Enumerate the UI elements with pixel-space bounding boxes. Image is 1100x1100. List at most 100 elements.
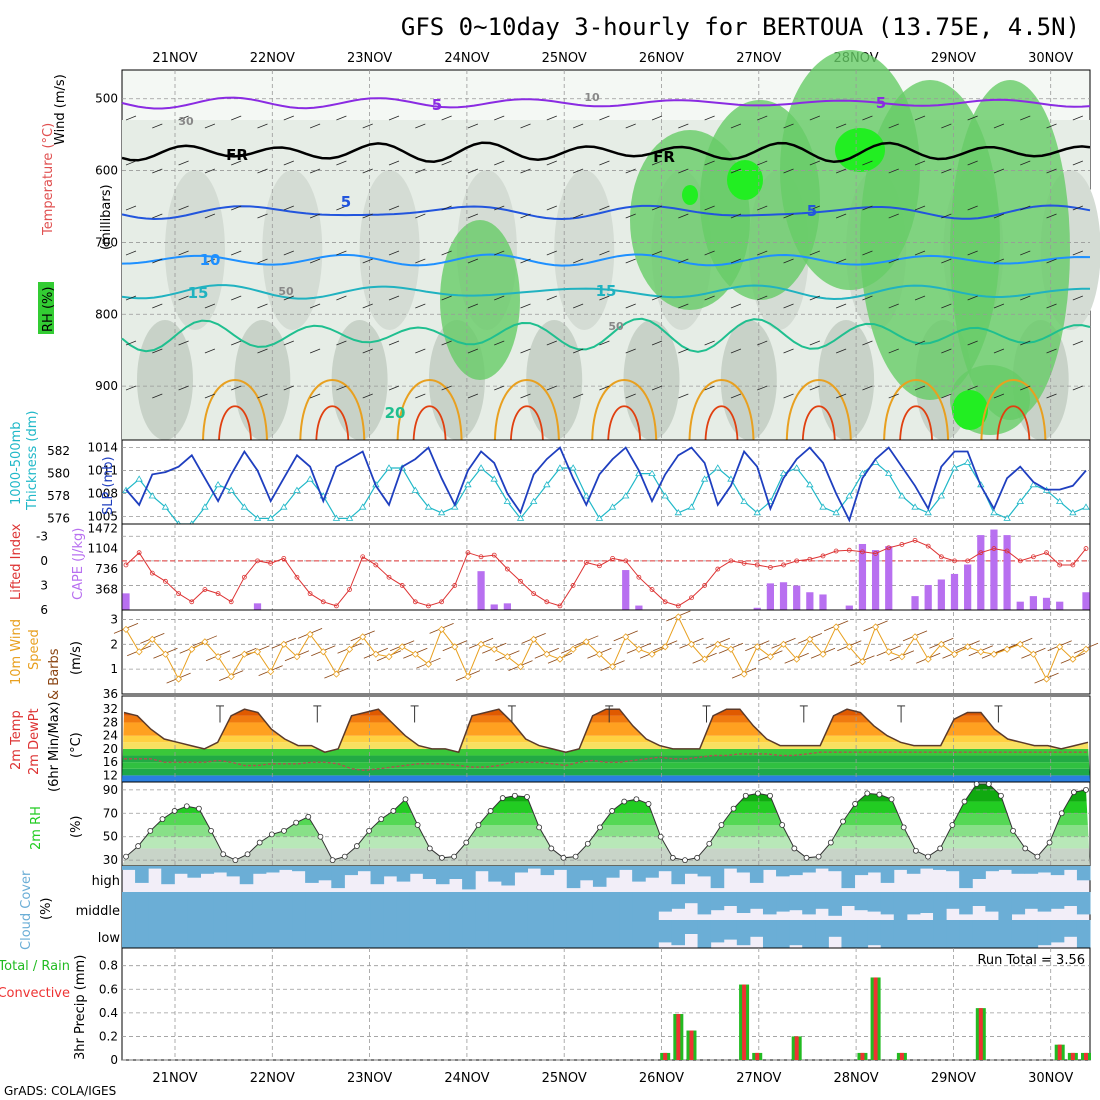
wind-barb [862, 295, 873, 301]
temp-band [122, 755, 1090, 763]
precip-tick-label: 0.6 [99, 982, 118, 996]
thickness-point [280, 503, 288, 510]
temp-band [122, 715, 1090, 723]
wind-barb [572, 168, 584, 174]
wind-barb [757, 385, 768, 391]
cloud-bar [213, 866, 228, 873]
cape-bar [871, 550, 880, 610]
wind-barb [388, 295, 400, 301]
rh-point [171, 808, 178, 814]
cloud-bar [331, 920, 345, 948]
cloud-bar [1063, 866, 1078, 870]
cloud-bar [435, 866, 450, 885]
wind-barb [204, 393, 216, 399]
wind-barb [388, 385, 400, 391]
cloud-bar [985, 920, 999, 948]
wind-barb [336, 205, 347, 211]
wind-barb [809, 205, 820, 211]
cloud-level-label: middle [76, 904, 120, 919]
cloud-bar [815, 866, 829, 869]
rh-point [985, 781, 992, 787]
wind-barb [625, 123, 636, 129]
cloud-bar [802, 892, 816, 915]
contour-label: 50 [278, 285, 294, 298]
grads-credit: GrADS: COLA/IGES [4, 1084, 116, 1098]
precip-conv-label: Convective [0, 986, 70, 1001]
cloud-bar [344, 866, 358, 876]
wind-speed-point [779, 640, 788, 648]
wind-barb [1020, 205, 1031, 211]
cloud-bar [854, 866, 869, 876]
wind-barb [836, 123, 847, 129]
temp-tick-label: 24 [103, 729, 118, 743]
cloud-bar [449, 892, 463, 920]
li-point [938, 554, 944, 560]
wind-barb [283, 295, 294, 301]
cloud-bar [213, 892, 228, 920]
wind-5-contour [121, 96, 1091, 110]
li-point [715, 566, 721, 572]
wind-barb [494, 115, 505, 121]
rh-point [973, 781, 980, 787]
wind-barb [362, 168, 373, 174]
thickness-point [556, 464, 564, 471]
cloud-bar [736, 920, 751, 946]
rh-point [475, 822, 482, 828]
rh-point [293, 819, 300, 826]
li-point [268, 560, 274, 566]
cape-bar [766, 583, 774, 610]
wind-barb [967, 385, 978, 391]
cloud-bar [462, 866, 476, 890]
rh-point [694, 854, 701, 861]
wind-barb [678, 258, 689, 264]
cloud-bar [357, 866, 372, 872]
wind-barb [599, 115, 610, 121]
wind-barb [257, 213, 268, 219]
thickness-point [845, 492, 853, 499]
wind-speed-point [766, 653, 774, 661]
thickness-point [622, 492, 630, 499]
cloud-bar [409, 866, 424, 874]
wind-barb [783, 258, 794, 264]
rh-point [1046, 839, 1053, 846]
li-point [557, 603, 563, 609]
li-point [373, 562, 379, 568]
rh-point [803, 854, 810, 861]
wind-barb [625, 258, 636, 264]
wind-barb [809, 385, 820, 391]
wind-barb [309, 393, 321, 399]
wind-speed-point [1056, 643, 1064, 651]
wind-barb [546, 205, 557, 211]
thickness-point [595, 514, 604, 521]
temp-band [122, 775, 1090, 782]
cloud-bar [213, 920, 228, 948]
wind-barb [1072, 385, 1083, 391]
wind-barb [231, 250, 242, 256]
wind-barb [520, 303, 531, 309]
cape-bar [635, 605, 643, 610]
cloud-bar [357, 920, 372, 948]
rh-point [183, 803, 190, 810]
wind-barb [152, 348, 163, 354]
wind-barb [415, 168, 426, 174]
cape-bar [477, 571, 485, 610]
li-point [1070, 562, 1076, 568]
cloud-bar [422, 866, 437, 879]
wind-barb [1046, 168, 1057, 174]
rh-point [767, 792, 773, 799]
cloud-bar [396, 866, 411, 882]
thickness-point [1016, 497, 1024, 504]
contour-label: 10 [584, 91, 600, 104]
rh-point [572, 853, 579, 860]
rh-point [1083, 786, 1089, 793]
cloud-bar [776, 892, 790, 912]
rh-cell [234, 320, 291, 440]
wind-barb [152, 213, 163, 219]
rh-saturated-cell [682, 185, 698, 205]
wind-barb [836, 393, 847, 399]
cloud-bar [527, 920, 542, 948]
cloud-bar [1024, 866, 1039, 874]
thickness-point [950, 464, 959, 471]
wind-speed-point [937, 640, 945, 648]
wind-barb [257, 168, 268, 174]
